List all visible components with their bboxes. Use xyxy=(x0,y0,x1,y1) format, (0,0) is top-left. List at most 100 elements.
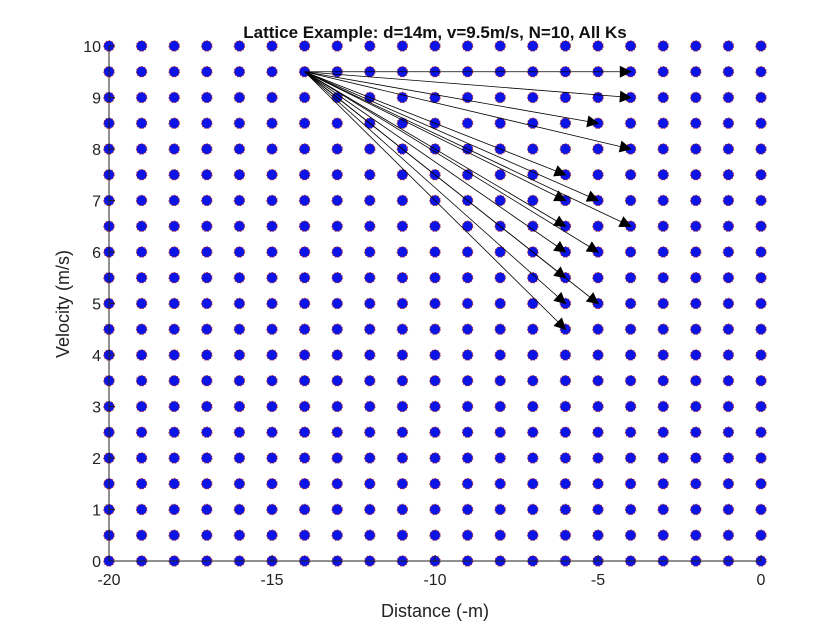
y-axis-ticks: 0 1 2 3 4 5 6 7 8 9 10 xyxy=(83,39,115,571)
lattice-point xyxy=(494,297,506,310)
lattice-point xyxy=(364,297,376,310)
lattice-point xyxy=(461,272,474,284)
lattice-point xyxy=(494,400,506,413)
lattice-point xyxy=(527,529,539,541)
lattice-point xyxy=(201,452,213,464)
lattice-point xyxy=(364,220,376,232)
lattice-point xyxy=(690,478,702,490)
lattice-point xyxy=(201,143,213,155)
lattice-point xyxy=(592,426,604,438)
lattice-point xyxy=(657,323,669,335)
lattice-point xyxy=(657,169,669,181)
lattice-point xyxy=(690,503,702,516)
lattice-point xyxy=(494,478,506,490)
lattice-point xyxy=(201,400,213,413)
lattice-point xyxy=(266,143,278,155)
lattice-point xyxy=(201,297,213,310)
lattice-point xyxy=(298,220,311,232)
lattice-point xyxy=(233,194,246,207)
transition-arrow xyxy=(304,71,600,128)
lattice-point xyxy=(722,529,735,541)
lattice-point xyxy=(396,529,409,541)
lattice-point xyxy=(266,91,278,104)
lattice-point xyxy=(722,503,735,516)
lattice-point xyxy=(592,169,604,181)
lattice-point xyxy=(429,323,441,335)
lattice-point xyxy=(396,478,409,490)
lattice-point xyxy=(331,400,343,413)
y-tick-label: 5 xyxy=(92,297,101,314)
transition-arrow xyxy=(304,71,567,253)
lattice-point xyxy=(624,297,637,310)
lattice-point xyxy=(722,66,735,78)
lattice-point xyxy=(201,478,213,490)
lattice-point xyxy=(201,503,213,516)
lattice-point xyxy=(722,194,735,207)
lattice-point xyxy=(690,349,702,361)
y-tick-label: 6 xyxy=(92,245,101,262)
lattice-point xyxy=(592,529,604,541)
lattice-point xyxy=(266,117,278,129)
lattice-point xyxy=(494,426,506,438)
lattice-point xyxy=(494,117,506,129)
lattice-point xyxy=(135,194,148,207)
lattice-point xyxy=(429,478,441,490)
lattice-point xyxy=(396,400,409,413)
lattice-point xyxy=(690,529,702,541)
lattice-point xyxy=(135,323,148,335)
x-tick-label: -5 xyxy=(591,572,605,589)
transition-arrow xyxy=(304,71,632,153)
lattice-point xyxy=(559,529,572,541)
lattice-point xyxy=(755,272,767,284)
lattice-point xyxy=(690,297,702,310)
lattice-point xyxy=(559,349,572,361)
lattice-point xyxy=(755,40,767,52)
lattice-point xyxy=(364,400,376,413)
lattice-point xyxy=(331,349,343,361)
lattice-point xyxy=(266,66,278,78)
lattice-point xyxy=(135,169,148,181)
y-tick-label: 1 xyxy=(92,503,101,520)
lattice-point xyxy=(233,143,246,155)
lattice-point xyxy=(527,143,539,155)
transition-arrow xyxy=(304,71,632,103)
lattice-point xyxy=(233,220,246,232)
lattice-point xyxy=(201,91,213,104)
lattice-point xyxy=(266,349,278,361)
lattice-point xyxy=(527,194,539,207)
lattice-point xyxy=(201,426,213,438)
lattice-point xyxy=(722,375,735,387)
lattice-point xyxy=(135,400,148,413)
transition-arrow xyxy=(304,71,567,177)
lattice-point xyxy=(168,375,180,387)
lattice-point xyxy=(461,246,474,258)
lattice-point xyxy=(266,297,278,310)
lattice-point xyxy=(298,194,311,207)
lattice-point xyxy=(461,323,474,335)
lattice-point xyxy=(168,323,180,335)
lattice-point xyxy=(266,220,278,232)
lattice-point xyxy=(527,323,539,335)
lattice-point xyxy=(461,503,474,516)
transition-arrow xyxy=(304,71,567,202)
lattice-point xyxy=(168,66,180,78)
lattice-point xyxy=(201,246,213,258)
lattice-point xyxy=(592,40,604,52)
lattice-point xyxy=(657,375,669,387)
lattice-point xyxy=(690,66,702,78)
lattice-point xyxy=(722,349,735,361)
lattice-point xyxy=(298,349,311,361)
lattice-point xyxy=(233,529,246,541)
lattice-point xyxy=(559,452,572,464)
lattice-point xyxy=(364,169,376,181)
lattice-point xyxy=(461,529,474,541)
lattice-point xyxy=(559,143,572,155)
x-tick-label: -10 xyxy=(423,572,446,589)
lattice-point xyxy=(722,452,735,464)
lattice-point xyxy=(657,478,669,490)
lattice-point xyxy=(429,503,441,516)
lattice-point xyxy=(135,143,148,155)
lattice-point xyxy=(657,349,669,361)
lattice-point xyxy=(266,169,278,181)
lattice-point xyxy=(429,220,441,232)
